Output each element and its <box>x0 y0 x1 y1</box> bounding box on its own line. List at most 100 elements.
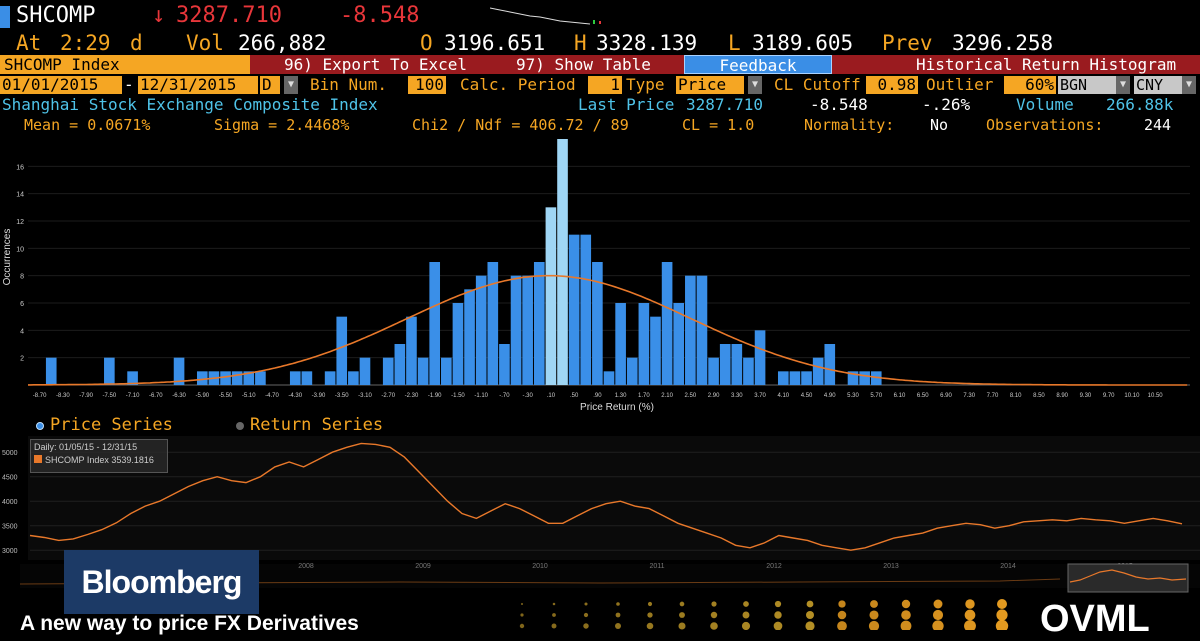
return-histogram[interactable]: 2 4 6 8 10 12 14 16 -8.70 -8.30 -7.90 -7.50 -7.10 -6… <box>0 135 1200 413</box>
histogram-bar <box>650 316 661 385</box>
bgn-dropdown-icon[interactable]: ▼ <box>1116 76 1130 94</box>
price-y-tick-1: 3500 <box>2 524 18 531</box>
mean-label: Mean = <box>24 116 88 134</box>
histogram-x-tick-30: 3.30 <box>731 393 743 399</box>
outlier-field[interactable]: 60% <box>1004 76 1056 94</box>
start-date-field[interactable]: 01/01/2015 <box>0 76 122 94</box>
histogram-y-tick-2: 6 <box>20 301 24 308</box>
period-type-dropdown-icon[interactable]: ▼ <box>284 76 298 94</box>
histogram-bar <box>394 344 406 385</box>
histogram-x-tick-5: -6.70 <box>149 393 163 399</box>
security-name: Shanghai Stock Exchange Composite Index <box>2 95 378 114</box>
price-x-tick-6: 2014 <box>1000 563 1016 570</box>
open-value: 3196.651 <box>444 31 546 55</box>
currency-dropdown-icon[interactable]: ▼ <box>1182 76 1196 94</box>
histogram-bar <box>777 371 789 385</box>
histogram-y-tick-4: 10 <box>16 246 24 253</box>
histogram-bar <box>615 303 626 385</box>
price-y-tick-4: 5000 <box>2 450 18 457</box>
volume-value: 266.88k <box>1106 95 1174 114</box>
histogram-bar <box>580 234 592 385</box>
histogram-bar <box>104 357 115 385</box>
observations-value: 244 <box>1144 116 1172 134</box>
normality-label: Normality: <box>804 116 895 134</box>
histogram-bar <box>824 344 836 385</box>
histogram-x-tick-19: -1.10 <box>474 393 488 399</box>
histogram-x-tick-35: 5.30 <box>847 393 859 399</box>
quote-detail-bar: At 2:29 d Vol 266,882 O 3196.651 H 3328.… <box>0 30 1200 56</box>
histogram-bar <box>452 303 464 385</box>
cl-cutoff-field[interactable]: 0.98 <box>866 76 918 94</box>
end-date-field[interactable]: 12/31/2015 <box>138 76 258 94</box>
chi2-value: 406.72 / 89 <box>529 116 629 134</box>
security-field[interactable]: SHCOMP Index <box>0 55 250 74</box>
histogram-bar <box>196 371 208 385</box>
histogram-x-tick-2: -7.90 <box>79 393 93 399</box>
histogram-x-tick-27: 2.10 <box>661 393 673 399</box>
histogram-bar <box>487 262 499 385</box>
histogram-x-tick-43: 8.50 <box>1033 393 1045 399</box>
histogram-x-tick-23: .50 <box>570 393 579 399</box>
show-table-button[interactable]: 97) Show Table <box>516 55 651 74</box>
histogram-y-tick-7: 16 <box>16 164 24 171</box>
histogram-bars <box>45 139 882 385</box>
sigma-label: Sigma = <box>214 116 287 134</box>
histogram-bar <box>870 371 882 385</box>
price-x-tick-2: 2010 <box>532 563 548 570</box>
ticker-symbol[interactable]: SHCOMP <box>16 3 96 28</box>
high-label: H <box>574 31 587 55</box>
histogram-x-tick-8: -5.50 <box>219 393 233 399</box>
return-series-radio-icon[interactable] <box>236 422 244 430</box>
price-y-tick-2: 4000 <box>2 499 18 506</box>
normality-value: No <box>930 116 949 134</box>
low-label: L <box>728 31 741 55</box>
histogram-x-tick-18: -1.50 <box>451 393 465 399</box>
histogram-x-tick-46: 9.70 <box>1103 393 1115 399</box>
histogram-x-tick-14: -3.10 <box>358 393 372 399</box>
histogram-x-tick-29: 2.90 <box>708 393 720 399</box>
last-price-value: 3287.710 <box>686 95 764 114</box>
histogram-bar <box>801 371 812 385</box>
histogram-x-tick-45: 9.30 <box>1080 393 1092 399</box>
histogram-x-tick-16: -2.30 <box>405 393 419 399</box>
histogram-bar <box>441 357 452 385</box>
histogram-x-tick-41: 7.70 <box>987 393 999 399</box>
open-label: O <box>420 31 433 55</box>
price-series-option[interactable]: Price Series <box>50 415 173 435</box>
histogram-bar <box>243 371 255 385</box>
histogram-bar <box>673 303 685 385</box>
cl-label: CL = <box>682 116 728 134</box>
histogram-y-axis-label: Occurrences <box>2 229 13 286</box>
low-value: 3189.605 <box>752 31 854 55</box>
histogram-x-tick-32: 4.10 <box>777 393 789 399</box>
calc-period-field[interactable]: 1 <box>588 76 622 94</box>
high-value: 3328.139 <box>596 31 698 55</box>
currency-field[interactable]: CNY <box>1134 76 1182 94</box>
type-dropdown-icon[interactable]: ▼ <box>748 76 762 94</box>
price-x-tick-0: 2008 <box>298 563 314 570</box>
histogram-bar <box>324 371 336 385</box>
bin-num-field[interactable]: 100 <box>408 76 446 94</box>
sigma-value: 2.4468% <box>286 116 350 134</box>
bloomberg-logo: Bloomberg <box>64 550 259 614</box>
histogram-x-tick-47: 10.10 <box>1124 393 1140 399</box>
return-series-option[interactable]: Return Series <box>250 415 384 435</box>
down-arrow-icon: ↓ <box>152 3 166 28</box>
bgn-field[interactable]: BGN <box>1058 76 1116 94</box>
histogram-y-tick-0: 2 <box>20 356 24 363</box>
histogram-x-tick-12: -3.90 <box>312 393 326 399</box>
security-info-bar: Shanghai Stock Exchange Composite Index … <box>0 95 1200 115</box>
histogram-x-tick-21: -.30 <box>522 393 533 399</box>
legend-series-name: SHCOMP Index <box>45 455 109 465</box>
type-field[interactable]: Price <box>676 76 744 94</box>
range-selector-window[interactable] <box>1067 563 1189 593</box>
histogram-bar <box>173 357 185 385</box>
feedback-button[interactable]: Feedback <box>684 55 832 75</box>
price-series-radio-icon[interactable] <box>36 422 44 430</box>
price-series-line <box>29 442 1183 551</box>
histogram-bar <box>568 234 580 385</box>
histogram-x-tick-26: 1.70 <box>638 393 650 399</box>
period-type-field[interactable]: D <box>260 76 280 94</box>
info-change: -8.548 <box>810 95 868 114</box>
export-excel-button[interactable]: 96) Export To Excel <box>284 55 468 74</box>
